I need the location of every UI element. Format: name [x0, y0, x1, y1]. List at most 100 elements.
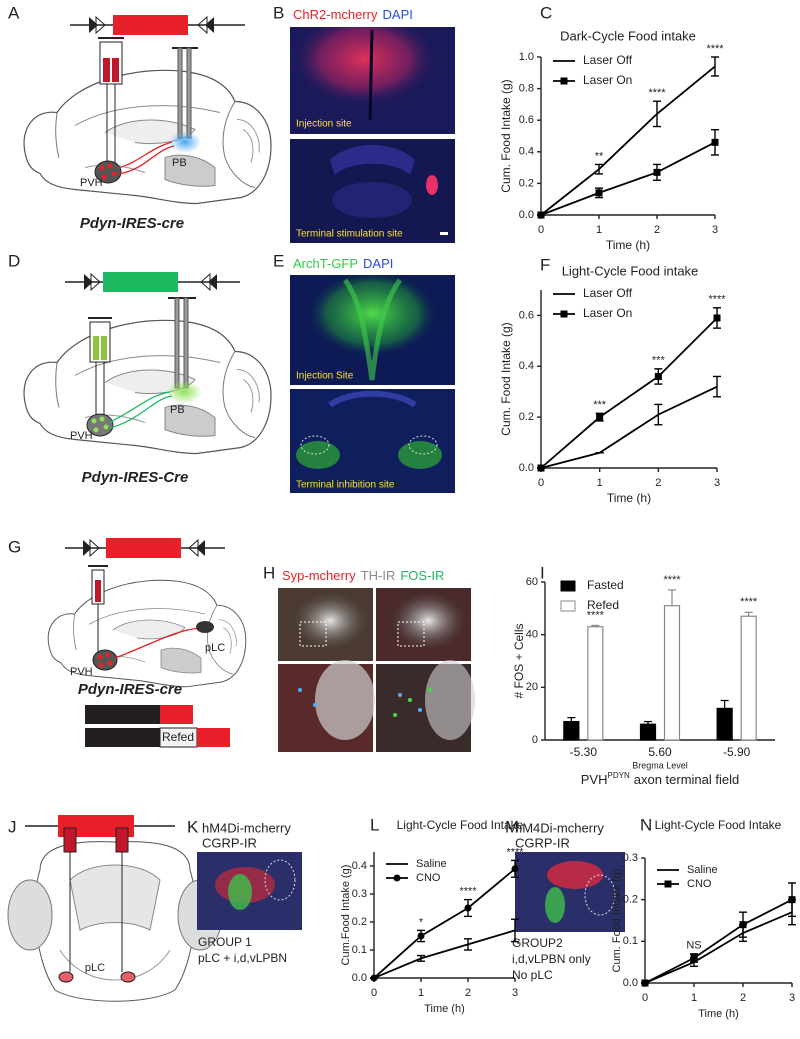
y-tick-label: 0.1 — [352, 944, 367, 956]
error-bar — [567, 717, 576, 722]
error-bar — [711, 56, 719, 77]
panel-letter: H — [263, 563, 275, 582]
stain: CGRP-IR — [202, 835, 257, 850]
legend-label: CNO — [687, 878, 712, 890]
x-tick-label: 3 — [714, 477, 720, 489]
significance: *** — [652, 355, 666, 367]
marker — [596, 413, 604, 421]
series-line — [644, 911, 793, 984]
panel-letter: D — [8, 251, 20, 270]
micrograph — [290, 139, 455, 243]
marker — [664, 880, 672, 888]
significance: **** — [663, 574, 681, 586]
x-tick-label: 3 — [512, 987, 518, 999]
chart-title: Light-Cycle Food intake — [562, 263, 699, 278]
significance: **** — [740, 596, 758, 608]
y-axis-label: Cum. Food Intake (g) — [611, 869, 623, 973]
marker — [654, 372, 662, 380]
optic-fiber — [169, 47, 201, 153]
bar — [663, 605, 681, 741]
y-tick-label: 60 — [526, 576, 538, 588]
error-bar — [595, 163, 603, 175]
x-tick-label: 5.60 — [648, 745, 672, 759]
marker — [560, 77, 568, 85]
legend-swatch — [560, 600, 576, 612]
panel-letter: K — [187, 817, 199, 836]
significance: **** — [648, 87, 666, 99]
significance: **** — [706, 43, 724, 55]
pvh-cells — [94, 141, 175, 184]
x-tick-label: 1 — [418, 987, 424, 999]
x-tick-label: 0 — [642, 992, 648, 1004]
legend-label: Saline — [416, 858, 447, 870]
y-tick-label: 0.6 — [519, 114, 534, 126]
y-tick-label: 0.2 — [519, 411, 534, 423]
error-bar — [417, 954, 425, 962]
marker — [511, 865, 519, 873]
marker — [464, 904, 472, 912]
stain: Syp-mcherry — [282, 568, 356, 583]
y-tick-label: 0.4 — [352, 860, 367, 872]
brain-sagittal — [23, 69, 272, 205]
panel-letter: E — [273, 251, 284, 270]
significance: *** — [593, 399, 607, 411]
y-tick-label: 0.0 — [623, 977, 638, 989]
x-tick-label: 3 — [789, 992, 795, 1004]
significance: ** — [595, 150, 604, 162]
marker — [788, 896, 796, 904]
group-caption: pLC + i,d,vLPBN — [198, 951, 287, 965]
x-tick-label: -5.90 — [723, 745, 751, 759]
region-label: pLC — [205, 642, 225, 654]
series-line — [373, 929, 516, 979]
y-axis-label: Cum. Food Intake (g) — [499, 79, 513, 192]
panel-letter: C — [540, 3, 552, 22]
stain: hM4Di-mcherry — [515, 820, 604, 835]
optic-fiber — [166, 297, 202, 404]
stain-label: Syp-mcherry TH-IR FOS-IR — [282, 568, 444, 583]
y-tick-label: 0.2 — [519, 177, 534, 189]
y-tick-label: 0.0 — [519, 462, 534, 474]
series-line — [373, 868, 516, 979]
x-tick-label: 2 — [654, 224, 660, 236]
caption: PVHPDYN axon terminal field — [581, 771, 739, 787]
significance: **** — [587, 609, 605, 621]
micrograph — [197, 852, 302, 930]
stain: hM4Di-mcherry — [202, 820, 291, 835]
series-line — [644, 898, 793, 984]
marker — [370, 974, 378, 982]
y-tick-label: 0.1 — [623, 935, 638, 947]
timeline — [85, 705, 230, 748]
micrograph — [290, 275, 455, 385]
marker — [595, 189, 603, 197]
syringe — [98, 37, 124, 168]
region-label: PB — [172, 157, 187, 169]
region-label: PB — [170, 404, 185, 416]
micrograph — [290, 27, 455, 134]
micrograph — [515, 852, 625, 932]
y-tick-label: 0.6 — [519, 309, 534, 321]
micrograph-caption: Terminal stimulation site — [296, 229, 403, 240]
error-bar — [744, 611, 753, 617]
x-tick-label: 0 — [538, 477, 544, 489]
marker — [713, 314, 721, 322]
caption-part: axon terminal field — [634, 772, 740, 787]
panel-letter: N — [640, 815, 652, 834]
error-bar — [644, 720, 652, 725]
marker — [711, 138, 719, 146]
x-axis-label: Time (h) — [424, 1003, 465, 1015]
error-bar — [464, 938, 472, 951]
legend-label: Refed — [587, 598, 619, 612]
region-label: PVH — [80, 177, 103, 189]
stain: FOS-IR — [400, 568, 444, 583]
marker — [690, 954, 698, 962]
micrograph — [278, 588, 475, 752]
significance: **** — [459, 886, 477, 898]
panel-letter: A — [8, 3, 20, 22]
caption-part: PVH — [581, 772, 608, 787]
error-bar — [654, 403, 663, 426]
genotype: Pdyn-IRES-Cre — [82, 469, 189, 486]
x-tick-label: 3 — [712, 224, 718, 236]
y-tick-label: 0.3 — [623, 852, 638, 864]
marker — [393, 874, 401, 882]
panel-letter: I — [540, 563, 545, 582]
